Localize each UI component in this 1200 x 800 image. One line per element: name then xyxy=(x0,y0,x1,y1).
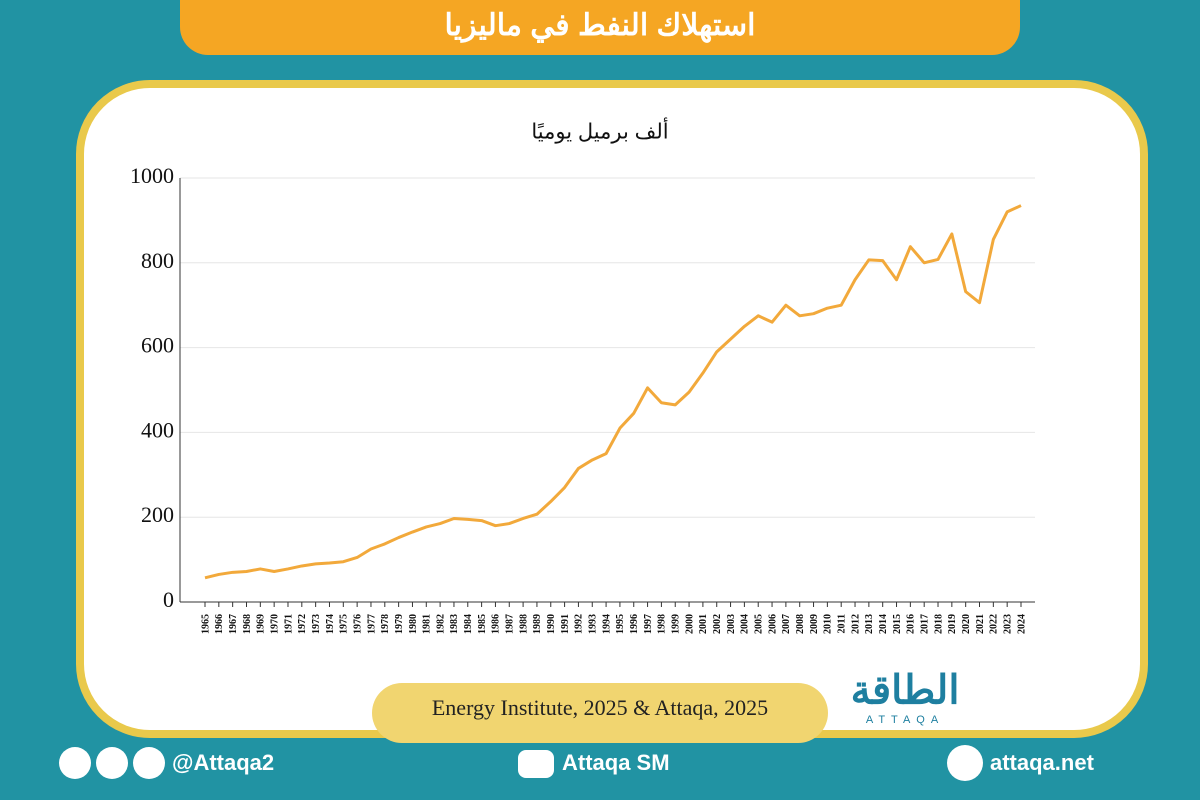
x-tick-label: 2023 xyxy=(1002,614,1013,634)
y-tick-label: 200 xyxy=(141,502,174,527)
subtitle: ألف برميل يوميًا xyxy=(531,117,668,145)
x-tick-label: 1972 xyxy=(297,614,308,634)
web-icon xyxy=(947,745,983,781)
x-tick-label: 2002 xyxy=(712,614,723,634)
facebook-icon xyxy=(133,747,165,779)
title-bar xyxy=(180,0,1020,55)
x-tick-label: 2011 xyxy=(837,614,848,633)
youtube: Attaqa SM xyxy=(562,750,670,775)
x-tick-label: 1973 xyxy=(311,614,322,634)
source-pill xyxy=(372,683,828,743)
x-tick-label: 1979 xyxy=(394,614,405,634)
x-tick-label: 1994 xyxy=(601,614,612,634)
x-tick-label: 1978 xyxy=(380,614,391,634)
x-tick-label: 1996 xyxy=(629,614,640,634)
x-tick-label: 2014 xyxy=(878,614,889,634)
x-tick-label: 1971 xyxy=(283,614,294,634)
x-tick-label: 2015 xyxy=(892,614,903,634)
x-tick-label: 1967 xyxy=(228,614,239,634)
y-tick-label: 800 xyxy=(141,248,174,273)
x-tick-label: 2001 xyxy=(698,614,709,634)
x-tick-label: 1969 xyxy=(256,614,267,634)
x-tick-label: 1983 xyxy=(449,614,460,634)
x-tick-label: 2004 xyxy=(740,614,751,634)
youtube-icon xyxy=(518,750,554,778)
x-tick-label: 1989 xyxy=(532,614,543,634)
y-tick-label: 400 xyxy=(141,417,174,442)
x-tick-label: 1993 xyxy=(588,614,599,634)
x-tick-label: 2012 xyxy=(850,614,861,634)
x-tick-label: 1968 xyxy=(242,614,253,634)
x-tick-label: 2019 xyxy=(947,614,958,634)
x-icon xyxy=(59,747,91,779)
x-tick-label: 1985 xyxy=(477,614,488,634)
x-tick-label: 2016 xyxy=(906,614,917,634)
source: Energy Institute, 2025 & Attaqa, 2025 xyxy=(432,695,768,720)
x-tick-label: 1966 xyxy=(214,614,225,634)
x-tick-label: 1997 xyxy=(643,614,654,634)
y-tick-label: 0 xyxy=(163,587,174,612)
x-tick-label: 2018 xyxy=(933,614,944,634)
x-tick-label: 1975 xyxy=(339,614,350,634)
handle: @Attaqa2 xyxy=(172,750,274,775)
x-tick-label: 1998 xyxy=(657,614,668,634)
instagram-icon xyxy=(96,747,128,779)
x-tick-label: 1981 xyxy=(422,614,433,634)
x-tick-label: 2005 xyxy=(754,614,765,634)
x-tick-label: 1965 xyxy=(200,614,211,634)
logo: الطاقة xyxy=(851,669,960,713)
x-tick-label: 1999 xyxy=(671,614,682,634)
x-tick-label: 1988 xyxy=(518,614,529,634)
x-tick-label: 2021 xyxy=(975,614,986,634)
x-tick-label: 1976 xyxy=(352,614,363,634)
x-tick-label: 1990 xyxy=(546,614,557,634)
x-tick-label: 2017 xyxy=(919,614,930,634)
x-tick-label: 1977 xyxy=(366,614,377,634)
title: استهلاك النفط في ماليزيا xyxy=(445,9,756,43)
y-tick-label: 1000 xyxy=(130,163,174,188)
logo-latin: ATTAQA xyxy=(866,714,944,726)
x-tick-label: 1995 xyxy=(615,614,626,634)
website: attaqa.net xyxy=(990,750,1095,775)
x-tick-label: 2022 xyxy=(989,614,1000,634)
x-tick-label: 1980 xyxy=(408,614,419,634)
x-tick-label: 2009 xyxy=(809,614,820,634)
x-tick-label: 2003 xyxy=(726,614,737,634)
y-tick-label: 600 xyxy=(141,333,174,358)
x-tick-label: 2006 xyxy=(767,614,778,634)
x-tick-label: 2000 xyxy=(684,614,695,634)
x-tick-label: 1991 xyxy=(560,614,571,634)
x-tick-label: 2007 xyxy=(781,614,792,634)
x-tick-label: 2013 xyxy=(864,614,875,634)
x-tick-label: 1987 xyxy=(505,614,516,634)
x-tick-label: 1974 xyxy=(325,614,336,634)
x-tick-label: 1970 xyxy=(269,614,280,634)
x-tick-label: 1992 xyxy=(574,614,585,634)
x-tick-label: 1984 xyxy=(463,614,474,634)
x-tick-label: 1986 xyxy=(491,614,502,634)
x-tick-label: 2024 xyxy=(1016,614,1027,634)
panel xyxy=(76,80,1148,738)
x-tick-label: 2008 xyxy=(795,614,806,634)
data-line xyxy=(204,204,1022,580)
x-tick-label: 2020 xyxy=(961,614,972,634)
x-tick-label: 1982 xyxy=(435,614,446,634)
x-tick-label: 2010 xyxy=(823,614,834,634)
